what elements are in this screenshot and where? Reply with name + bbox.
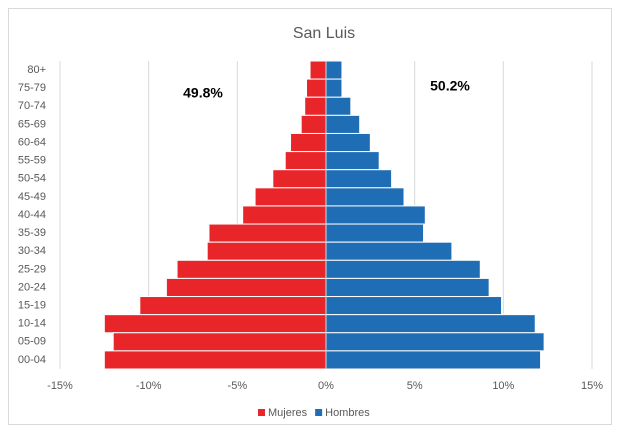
y-tick-label: 60-64 (18, 136, 46, 148)
y-tick-label: 15-19 (18, 299, 46, 311)
bar (325, 60, 343, 80)
legend-swatch (258, 409, 265, 416)
y-tick-label: 20-24 (18, 281, 46, 293)
bar (325, 241, 453, 261)
bar (325, 78, 343, 98)
bar (272, 169, 327, 189)
x-tick-label: -15% (47, 380, 73, 392)
x-tick-label: 10% (492, 380, 514, 392)
bar (290, 132, 327, 153)
y-tick-label: 35-39 (18, 227, 46, 239)
y-tick-label: 00-04 (18, 354, 46, 366)
bar (325, 96, 352, 116)
bar (325, 223, 425, 243)
y-tick-label: 10-14 (18, 318, 46, 330)
bar (325, 169, 393, 189)
bar (112, 332, 327, 352)
bar (325, 132, 371, 153)
y-tick-label: 30-34 (18, 245, 46, 257)
annotation: 50.2% (430, 78, 470, 94)
x-tick-label: -5% (228, 380, 248, 392)
bar (165, 277, 327, 298)
x-tick-label: 5% (407, 380, 423, 392)
bar (325, 259, 481, 279)
x-tick-label: 15% (581, 380, 603, 392)
y-tick-label: 40-44 (18, 209, 46, 221)
bar (300, 114, 327, 134)
bar (176, 259, 327, 279)
bar (305, 78, 327, 98)
y-tick-label: 45-49 (18, 191, 46, 203)
y-tick-label: 55-59 (18, 155, 46, 167)
bar (208, 223, 327, 243)
y-tick-label: 75-79 (18, 82, 46, 94)
annotation: 49.8% (183, 85, 223, 101)
legend-label: Hombres (325, 407, 370, 419)
y-tick-label: 70-74 (18, 100, 46, 112)
y-tick-label: 50-54 (18, 173, 46, 185)
bar (325, 187, 405, 207)
bar (309, 60, 327, 80)
bar (242, 205, 327, 225)
bar (304, 96, 327, 116)
bar (325, 350, 542, 370)
bar (325, 296, 503, 316)
y-tick-label: 05-09 (18, 336, 46, 348)
bar (325, 151, 380, 171)
bar (206, 241, 327, 261)
bar (325, 205, 426, 225)
bar (103, 350, 327, 370)
bar (139, 296, 327, 316)
bar (325, 332, 545, 352)
legend-swatch (315, 409, 323, 416)
bar (325, 314, 536, 334)
y-tick-label: 25-29 (18, 263, 46, 275)
x-tick-label: -10% (136, 380, 162, 392)
bar (325, 114, 361, 134)
bar (103, 314, 327, 334)
x-tick-label: 0% (318, 380, 334, 392)
y-tick-label: 80+ (27, 64, 46, 76)
chart-title: San Luis (293, 25, 355, 42)
y-tick-label: 65-69 (18, 118, 46, 130)
legend-label: Mujeres (268, 407, 308, 419)
bar (325, 277, 490, 298)
bar (284, 151, 327, 171)
bar (254, 187, 327, 207)
